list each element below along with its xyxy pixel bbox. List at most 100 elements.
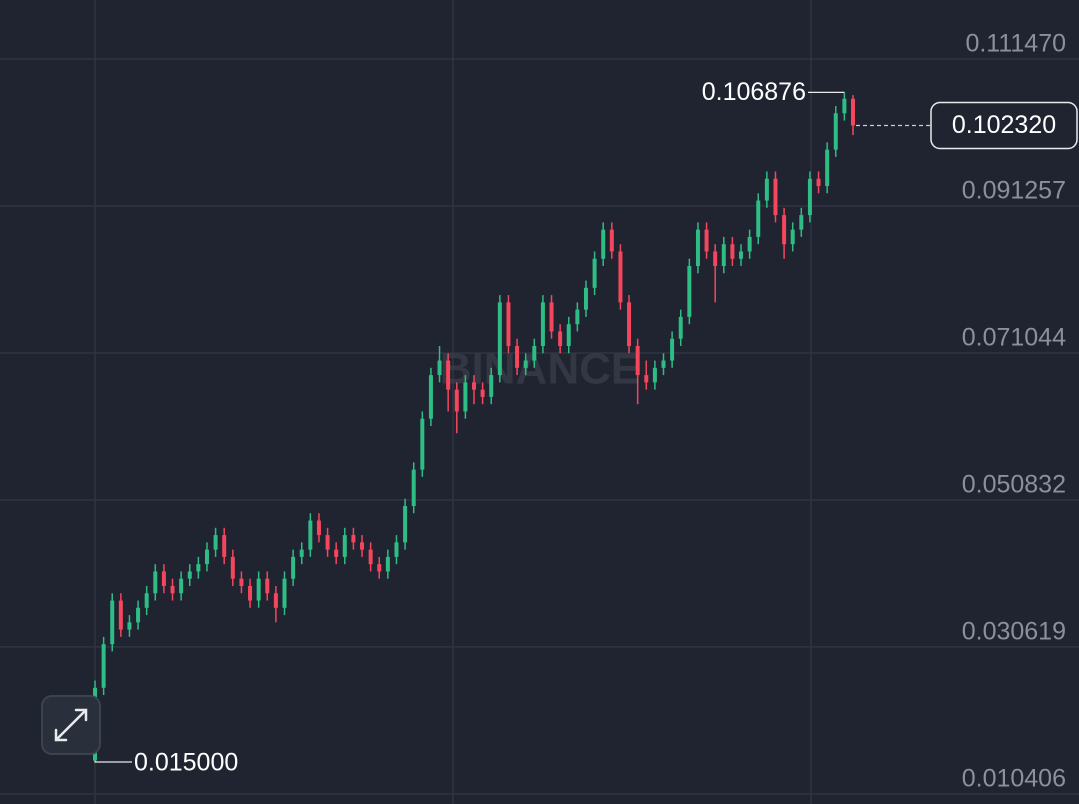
candle-body: [480, 389, 485, 397]
candle-body: [833, 113, 838, 150]
candle-body: [489, 375, 494, 397]
candle-body: [316, 520, 321, 536]
candle-body: [842, 98, 847, 114]
candle-body: [825, 149, 830, 187]
candle-body: [575, 309, 580, 325]
candle-body: [170, 585, 175, 594]
y-tick-label: 0.010406: [962, 765, 1066, 793]
candle-body: [368, 549, 373, 565]
candle-body: [670, 338, 675, 361]
candle-body: [644, 375, 649, 383]
candle-body: [437, 360, 442, 376]
overlay: 0.106876 0.015000 0.102320: [94, 78, 1078, 777]
candle-body: [118, 600, 123, 630]
candle-body: [325, 535, 330, 550]
candle-body: [446, 360, 451, 390]
high-marker-label: 0.106876: [702, 78, 806, 106]
last-price-label: 0.102320: [952, 111, 1056, 139]
candle-body: [256, 578, 261, 601]
candle-body: [222, 535, 227, 557]
candle-body: [127, 622, 132, 630]
candle-body: [592, 258, 597, 288]
candle-body: [807, 178, 812, 216]
candle-body: [196, 564, 201, 572]
candle-body: [799, 215, 804, 230]
candle-body: [179, 578, 184, 594]
candle-body: [601, 229, 606, 259]
candle-body: [851, 98, 855, 126]
candle-body: [506, 302, 511, 347]
y-tick-label: 0.050832: [962, 471, 1066, 499]
candle-body: [136, 607, 141, 623]
candle-body: [652, 367, 657, 383]
candle-body: [704, 229, 709, 252]
candle-body: [739, 251, 744, 259]
candle-body: [790, 229, 795, 245]
candles: [93, 92, 855, 761]
candle-body: [265, 578, 270, 594]
candle-body: [351, 535, 356, 543]
candle-body: [377, 564, 382, 572]
grid: 0.111470 0.091257 0.071044 0.050832 0.030619…: [0, 30, 1079, 795]
candle-body: [532, 346, 537, 361]
candle-body: [618, 251, 623, 303]
candle-body: [403, 505, 408, 543]
candle-body: [515, 346, 520, 368]
candle-body: [101, 644, 106, 688]
candle-body: [187, 571, 192, 579]
candle-body: [161, 571, 166, 586]
candle-body: [558, 331, 563, 347]
low-marker-line: [94, 760, 132, 763]
candle-body: [756, 200, 761, 237]
candle-body: [463, 382, 468, 412]
candle-body: [248, 585, 253, 601]
candle-body: [213, 535, 218, 550]
y-tick-label: 0.030619: [962, 618, 1066, 646]
candle-body: [239, 578, 244, 586]
candle-body: [497, 302, 502, 376]
candle-body: [773, 178, 778, 216]
candle-body: [230, 556, 235, 579]
candle-body: [385, 556, 390, 572]
candle-body: [816, 178, 821, 187]
candle-body: [627, 302, 632, 347]
candle-body: [360, 542, 365, 550]
candle-body: [334, 549, 339, 557]
candle-body: [153, 571, 158, 594]
candle-body: [635, 346, 640, 376]
candle-body: [299, 549, 304, 557]
candle-body: [549, 302, 554, 332]
y-tick-label: 0.071044: [962, 324, 1066, 352]
watermark: BINANCE: [440, 345, 640, 394]
candle-body: [721, 244, 726, 267]
last-price-box: [930, 101, 1078, 150]
candle-body: [291, 556, 296, 579]
y-tick-label: 0.091257: [962, 177, 1066, 205]
candle-body: [144, 593, 149, 608]
candle-body: [204, 549, 209, 565]
expand-button[interactable]: [41, 695, 101, 755]
candle-body: [411, 469, 416, 506]
candle-body: [394, 542, 399, 557]
candle-body: [420, 418, 425, 470]
candle-body: [342, 535, 347, 557]
candle-body: [687, 266, 692, 317]
candle-body: [583, 287, 588, 310]
candle-body: [110, 600, 115, 645]
candle-body: [428, 375, 433, 419]
candle-body: [695, 229, 700, 267]
low-marker-label: 0.015000: [134, 749, 238, 777]
candle-body: [540, 302, 545, 347]
candle-body: [282, 578, 287, 608]
candle-body: [747, 236, 752, 252]
candle-body: [472, 382, 476, 390]
candle-body: [273, 593, 278, 608]
candle-body: [764, 178, 769, 201]
candle-body: [454, 389, 459, 412]
candle-body: [730, 244, 735, 259]
candle-body: [609, 229, 614, 252]
candle-body: [566, 324, 571, 347]
